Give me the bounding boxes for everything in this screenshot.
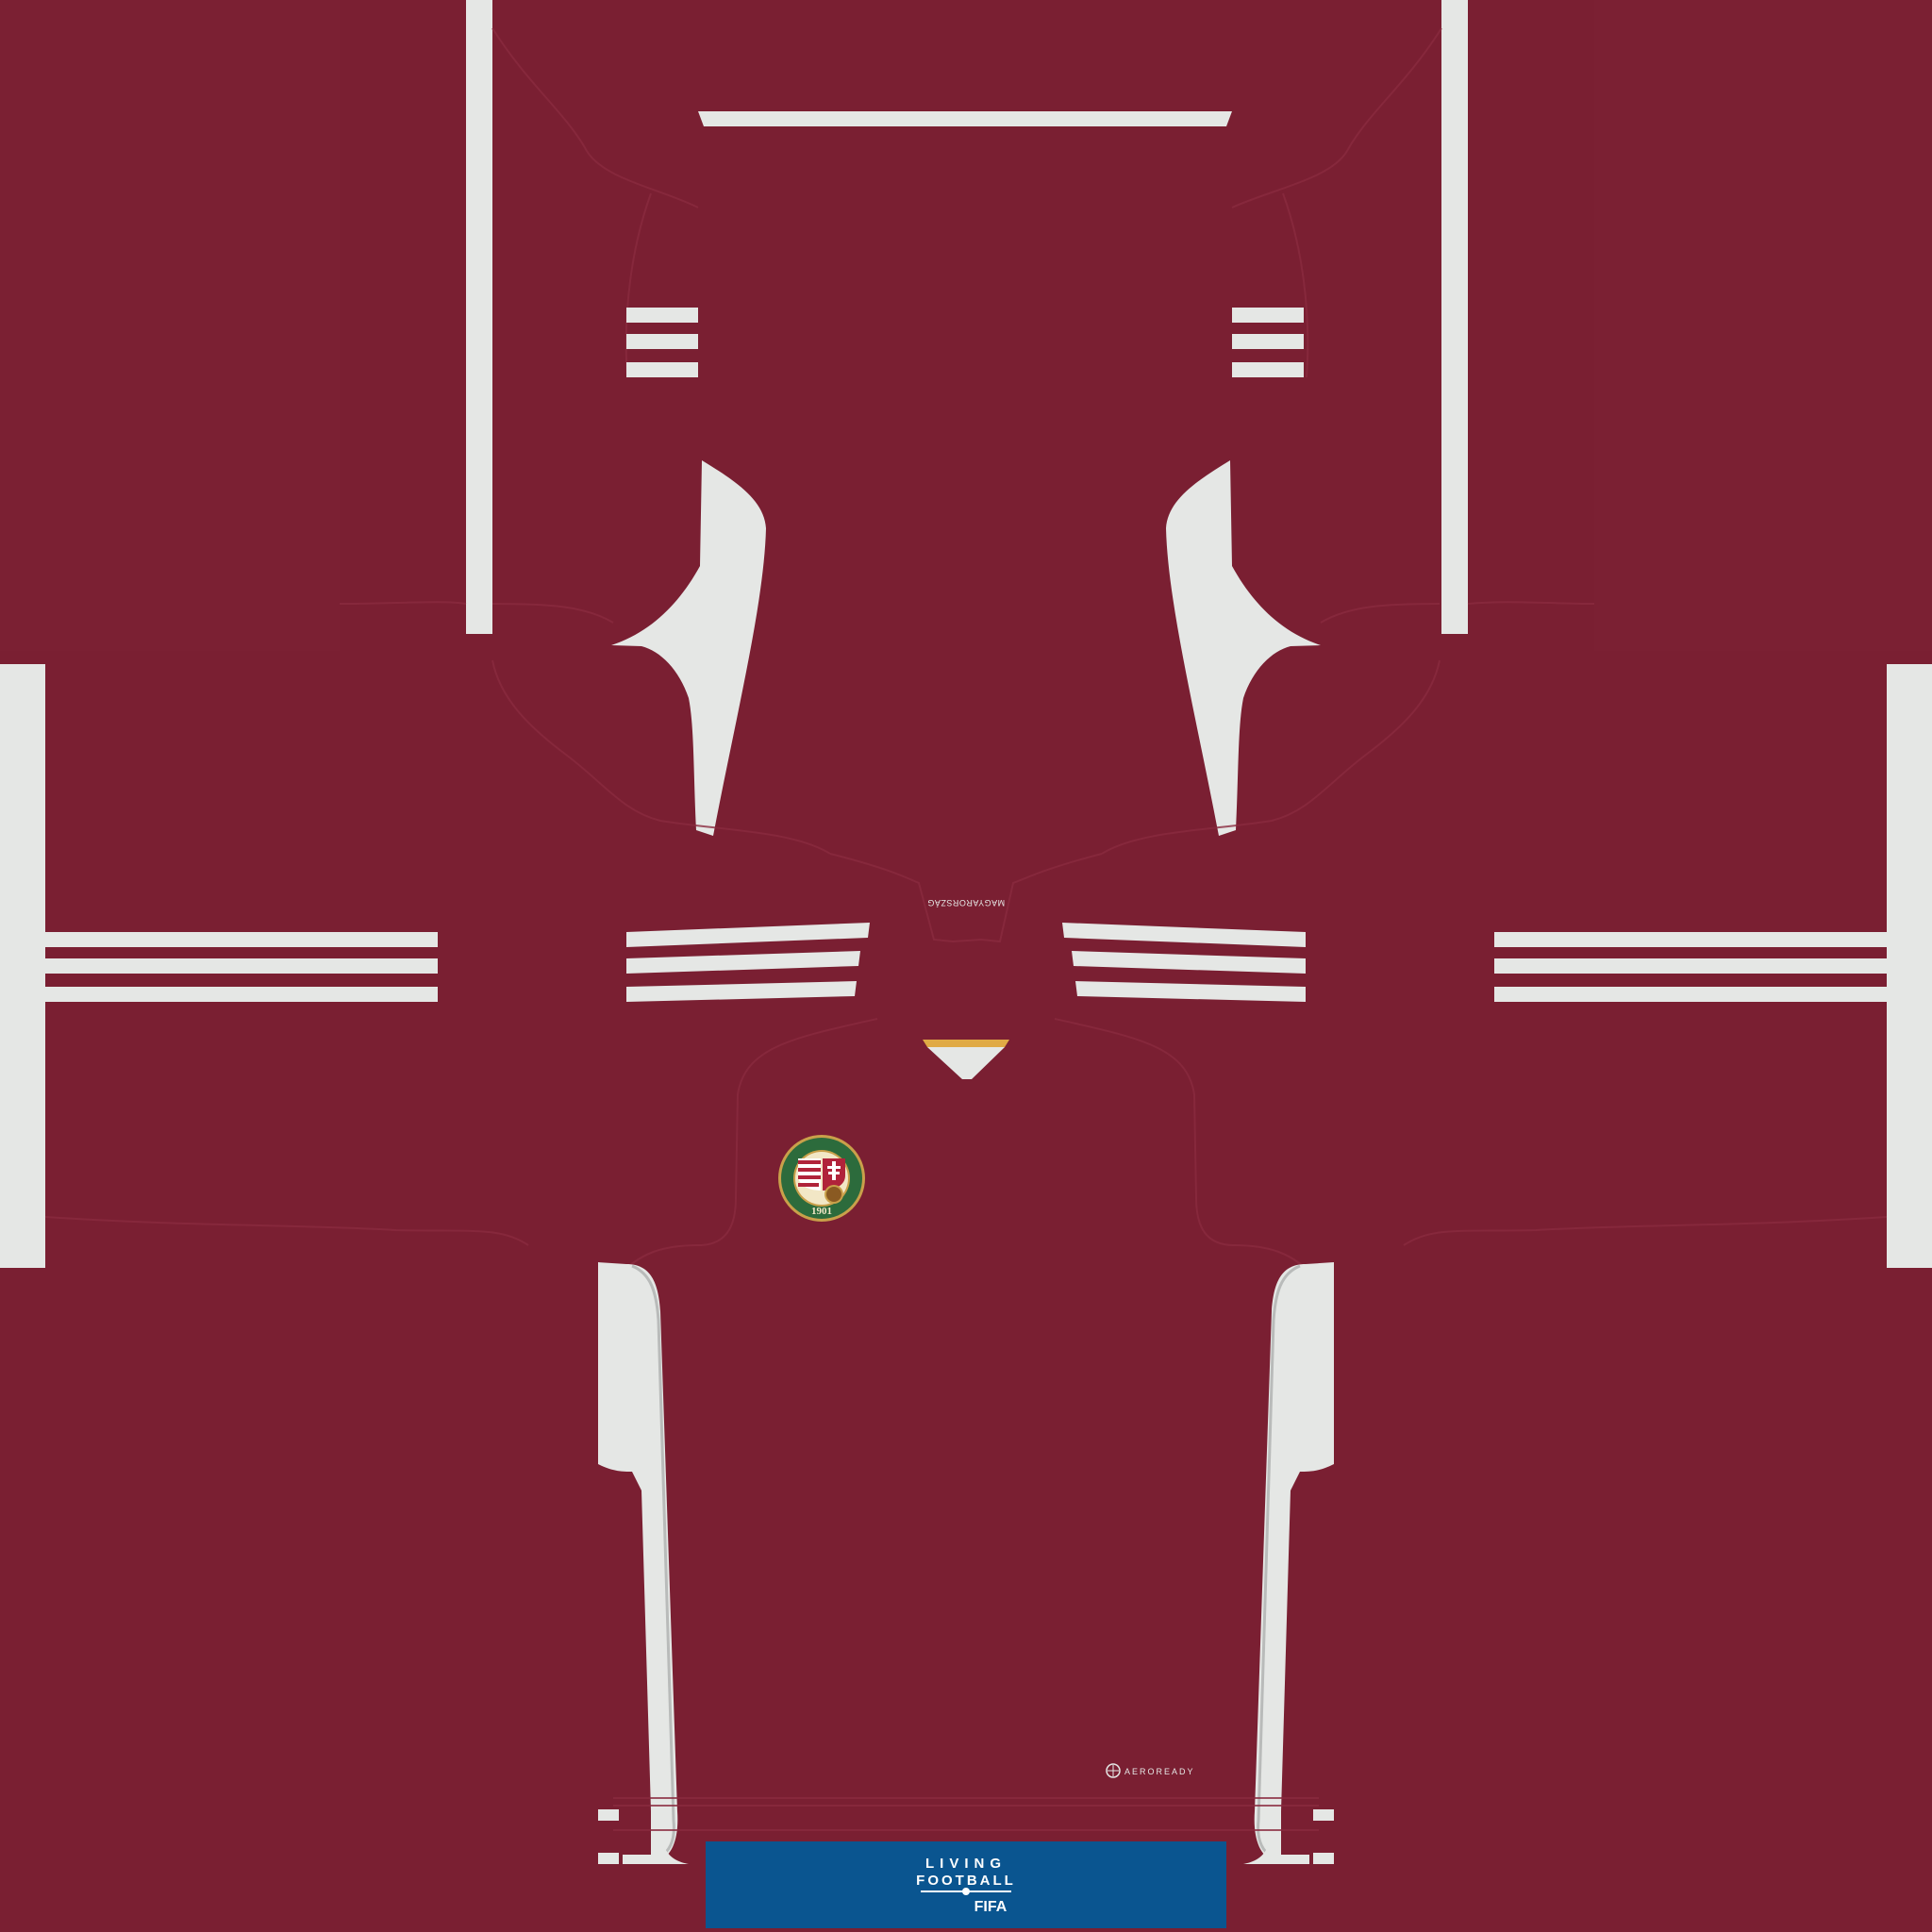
front-body-seam xyxy=(624,1018,878,1271)
neck-notch xyxy=(923,1040,1009,1079)
right-hem-curve xyxy=(1243,1821,1309,1864)
fifa-ball-icon xyxy=(962,1888,970,1895)
upper-right-hem-seam-2 xyxy=(1320,603,1441,624)
right-upper-seam-2 xyxy=(1282,192,1309,378)
badge-line2: FOOTBALL xyxy=(916,1873,1016,1889)
right-hem-tab-1 xyxy=(1313,1809,1334,1821)
aeroready-logo-icon xyxy=(1106,1763,1121,1778)
right-sleeve-hem-seam xyxy=(1403,1216,1888,1246)
neck-tag-label: MAGYARORSZÁG xyxy=(927,898,1005,908)
left-armhole-seam xyxy=(491,659,831,855)
aeroready-logo: AEROREADY xyxy=(1106,1763,1195,1778)
left-upper-seam xyxy=(491,27,699,208)
left-upper-seam-2 xyxy=(625,192,652,378)
left-side-swoosh xyxy=(611,460,766,836)
left-sleeve-hem-seam xyxy=(44,1216,529,1246)
right-sleeve-cuff xyxy=(1887,664,1932,1268)
upper-left-hem-seam-2 xyxy=(491,603,614,624)
lower-right-side-stripe xyxy=(1254,1262,1334,1860)
left-hem-tab-2 xyxy=(598,1853,619,1864)
left-sleeve-three-stripes xyxy=(45,932,438,1002)
right-sleeve-panel xyxy=(1594,0,1932,651)
left-hem-tab-1 xyxy=(598,1809,619,1821)
left-hem-curve xyxy=(623,1821,689,1864)
hungary-crest-icon: 1901 xyxy=(778,1135,865,1222)
badge-line1: LIVING xyxy=(925,1856,1007,1872)
upper-left-hem-seam xyxy=(339,601,467,605)
upper-right-three-stripes xyxy=(1232,308,1304,377)
aeroready-text: AEROREADY xyxy=(1124,1767,1195,1776)
chest-left-three-stripes xyxy=(626,923,870,1002)
lower-left-side-edge xyxy=(631,1264,675,1858)
right-armhole-seam xyxy=(1101,659,1441,855)
left-vertical-stripe-top xyxy=(466,0,492,634)
lower-left-side-stripe xyxy=(598,1262,678,1860)
upper-right-hem-seam xyxy=(1467,601,1595,605)
left-sleeve-panel xyxy=(0,0,340,651)
right-upper-seam xyxy=(1231,27,1442,208)
left-sleeve-cuff xyxy=(0,664,45,1268)
badge-line3: FIFA xyxy=(974,1899,1008,1915)
neckline-seam xyxy=(829,853,1103,943)
front-body-seam-right xyxy=(1054,1018,1308,1271)
collar-band xyxy=(698,111,1232,126)
chest-right-three-stripes xyxy=(1062,923,1306,1002)
lower-right-side-edge xyxy=(1257,1264,1301,1858)
right-sleeve-three-stripes xyxy=(1494,932,1887,1002)
right-side-swoosh xyxy=(1166,460,1321,836)
right-hem-tab-2 xyxy=(1313,1853,1334,1864)
right-vertical-stripe-top xyxy=(1441,0,1468,634)
living-football-badge: LIVING FOOTBALL FIFA xyxy=(706,1841,1226,1928)
upper-left-three-stripes xyxy=(626,308,698,377)
crest-year: 1901 xyxy=(811,1206,832,1217)
